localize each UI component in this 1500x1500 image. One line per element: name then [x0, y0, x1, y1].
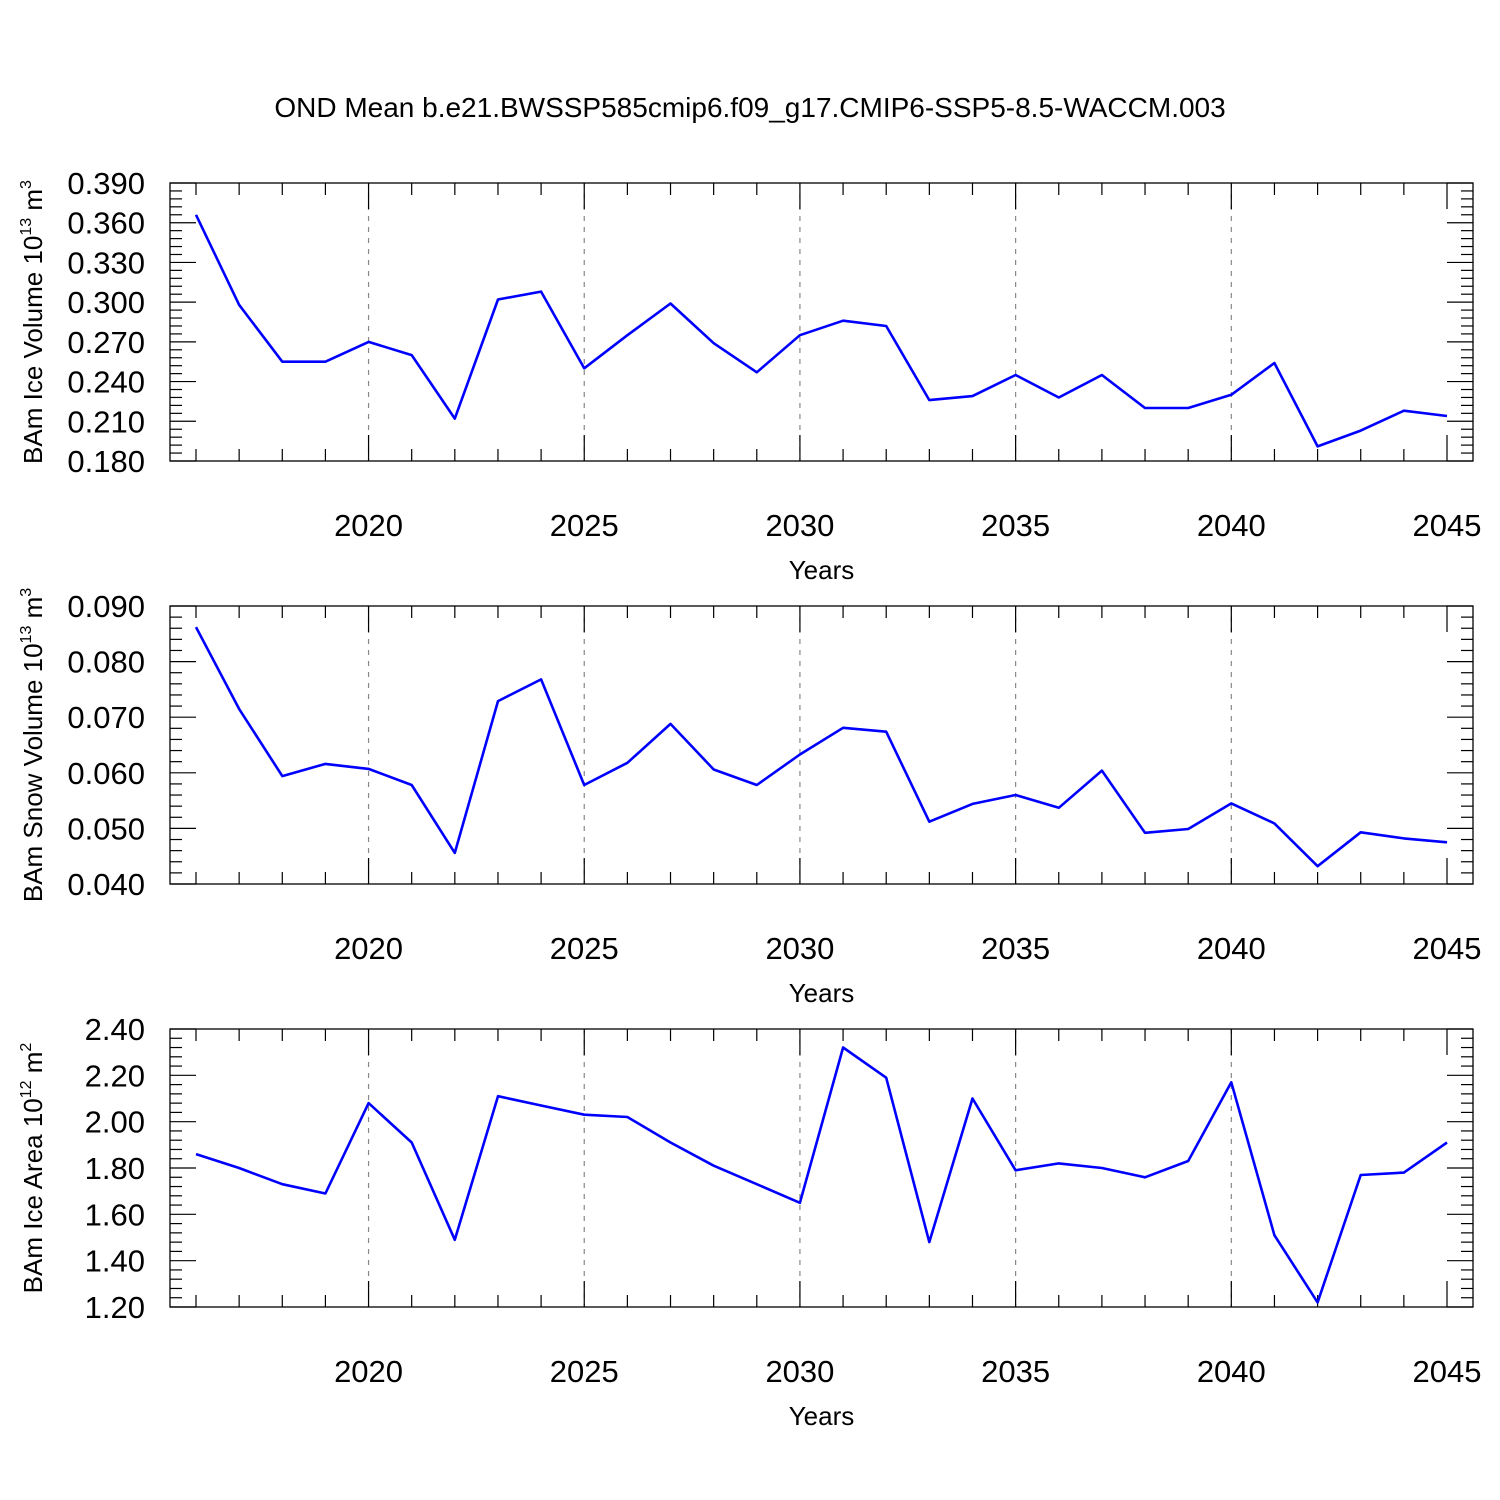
figure-title: OND Mean b.e21.BWSSP585cmip6.f09_g17.CMI…	[274, 92, 1226, 123]
x-axis-label: Years	[789, 1401, 855, 1431]
plot-frame	[169, 182, 1474, 462]
x-tick-label: 2035	[981, 1354, 1050, 1389]
y-tick-label: 0.090	[67, 589, 145, 624]
y-tick-label: 0.040	[67, 867, 145, 902]
x-tick-label: 2045	[1413, 508, 1482, 543]
x-tick-label: 2030	[765, 1354, 834, 1389]
x-tick-label: 2035	[981, 931, 1050, 966]
y-tick-label: 0.300	[67, 285, 145, 320]
y-tick-label: 0.180	[67, 444, 145, 479]
x-tick-label: 2040	[1197, 931, 1266, 966]
panel-3: 1.20 1.40 1.60 1.80 2.00 2.20 2.40 2020 2025 2030…	[18, 1012, 1481, 1431]
series-line	[195, 1046, 1448, 1304]
x-tick-label: 2025	[550, 931, 619, 966]
x-tick-label: 2020	[334, 931, 403, 966]
y-tick-label: 2.20	[85, 1058, 145, 1093]
y-axis-label: BAm Ice Volume 1013 m3	[18, 180, 48, 464]
x-tick-label: 2020	[334, 508, 403, 543]
series-line	[194, 626, 1448, 868]
y-tick-label: 0.050	[67, 811, 145, 846]
plot-frame	[169, 1028, 1474, 1308]
y-axis-label: BAm Snow Volume 1013 m3	[18, 588, 48, 902]
panel-2: 0.040 0.050 0.060 0.070 0.080 0.090 2020 2025 20…	[18, 588, 1481, 1008]
x-tick-label: 2040	[1197, 1354, 1266, 1389]
y-axis-label: BAm Ice Area 1012 m2	[18, 1043, 48, 1294]
x-tick-label: 2035	[981, 508, 1050, 543]
y-tick-label: 0.360	[67, 206, 145, 241]
y-tick-label: 0.270	[67, 325, 145, 360]
x-tick-label: 2030	[765, 508, 834, 543]
x-axis-label: Years	[789, 978, 855, 1008]
x-axis-label: Years	[789, 555, 855, 585]
x-tick-label: 2045	[1413, 1354, 1482, 1389]
y-tick-label: 0.080	[67, 645, 145, 680]
y-tick-label: 1.60	[85, 1197, 145, 1232]
y-tick-label: 1.20	[85, 1290, 145, 1325]
y-tick-label: 2.00	[85, 1105, 145, 1140]
x-tick-label: 2030	[765, 931, 834, 966]
x-tick-label: 2020	[334, 1354, 403, 1389]
plot-frame	[169, 605, 1474, 885]
y-tick-label: 0.330	[67, 245, 145, 280]
series-line	[194, 214, 1448, 448]
x-tick-label: 2045	[1413, 931, 1482, 966]
x-tick-label: 2025	[550, 508, 619, 543]
y-tick-label: 1.80	[85, 1151, 145, 1186]
y-tick-label: 0.240	[67, 365, 145, 400]
y-tick-label: 1.40	[85, 1244, 145, 1279]
y-tick-label: 0.390	[67, 166, 145, 201]
y-tick-label: 2.40	[85, 1012, 145, 1047]
x-tick-label: 2025	[550, 1354, 619, 1389]
x-tick-label: 2040	[1197, 508, 1266, 543]
y-tick-label: 0.210	[67, 404, 145, 439]
panel-1: 0.180 0.210 0.240 0.270 0.300 0.330 0.360 0.390…	[18, 166, 1481, 585]
y-tick-label: 0.060	[67, 756, 145, 791]
y-tick-label: 0.070	[67, 700, 145, 735]
